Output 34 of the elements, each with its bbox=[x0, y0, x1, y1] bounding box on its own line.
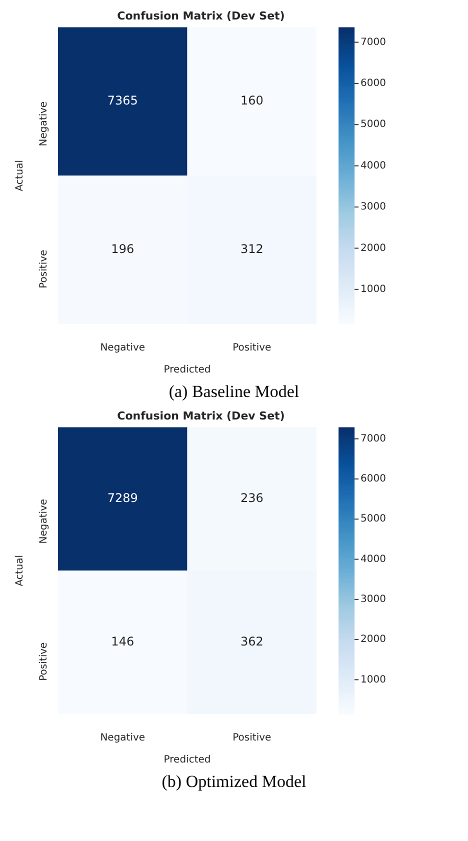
chart-title: Confusion Matrix (Dev Set) bbox=[117, 409, 285, 422]
y-tick-label: Positive bbox=[38, 642, 50, 681]
color-bar-label: 1000 bbox=[360, 674, 386, 686]
y-axis-title: Actual bbox=[14, 160, 26, 192]
color-bar-label: 4000 bbox=[360, 554, 386, 565]
data-label: 7289 bbox=[107, 491, 138, 506]
text: (b) Optimized Model bbox=[160, 772, 308, 792]
color-bar-label: 4000 bbox=[360, 160, 386, 172]
text: (a) Baseline Model bbox=[168, 382, 300, 402]
data-label: 362 bbox=[240, 634, 264, 648]
color-bar-label: 1000 bbox=[360, 284, 386, 295]
color-bar-label: 6000 bbox=[360, 78, 386, 90]
color-bar-label: 6000 bbox=[360, 474, 386, 485]
color-bar-label: 7000 bbox=[360, 433, 386, 444]
color-bar-label: 2000 bbox=[360, 634, 386, 646]
x-axis-title: Predicted bbox=[164, 364, 211, 376]
x-axis-title: Predicted bbox=[164, 754, 211, 766]
color-bar-label: 2000 bbox=[360, 242, 386, 254]
color-bar-label: 3000 bbox=[360, 594, 386, 605]
y-axis-title: Actual bbox=[14, 554, 26, 586]
data-label: 196 bbox=[111, 242, 134, 256]
y-tick-label: Negative bbox=[38, 101, 50, 146]
y-tick-label: Negative bbox=[38, 498, 50, 544]
data-label: 312 bbox=[240, 242, 264, 256]
color-bar-label: 7000 bbox=[360, 36, 386, 48]
data-label: 160 bbox=[240, 94, 264, 108]
color-bar-label: 3000 bbox=[360, 202, 386, 213]
data-label: 7365 bbox=[107, 94, 138, 108]
y-tick-label: Positive bbox=[38, 250, 50, 288]
color-bar-label: 5000 bbox=[360, 514, 386, 525]
chart-title: Confusion Matrix (Dev Set) bbox=[117, 9, 285, 22]
data-label: 146 bbox=[111, 634, 134, 648]
color-bar-label: 5000 bbox=[360, 119, 386, 130]
data-label: 236 bbox=[240, 491, 264, 506]
